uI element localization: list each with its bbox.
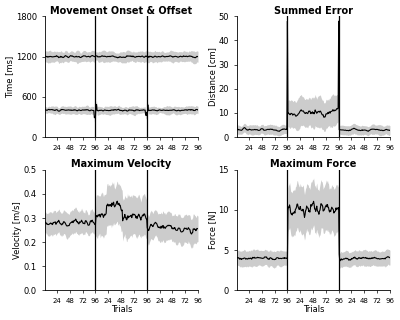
Y-axis label: Time [ms]: Time [ms]	[6, 56, 14, 98]
Y-axis label: Velocity [m/s]: Velocity [m/s]	[14, 201, 22, 259]
X-axis label: Trials: Trials	[302, 306, 324, 315]
Title: Summed Error: Summed Error	[274, 5, 353, 16]
Title: Movement Onset & Offset: Movement Onset & Offset	[50, 5, 192, 16]
Title: Maximum Force: Maximum Force	[270, 159, 356, 169]
X-axis label: Trials: Trials	[110, 306, 132, 315]
Y-axis label: Distance [cm]: Distance [cm]	[208, 47, 217, 106]
Y-axis label: Force [N]: Force [N]	[208, 211, 217, 249]
Title: Maximum Velocity: Maximum Velocity	[71, 159, 172, 169]
